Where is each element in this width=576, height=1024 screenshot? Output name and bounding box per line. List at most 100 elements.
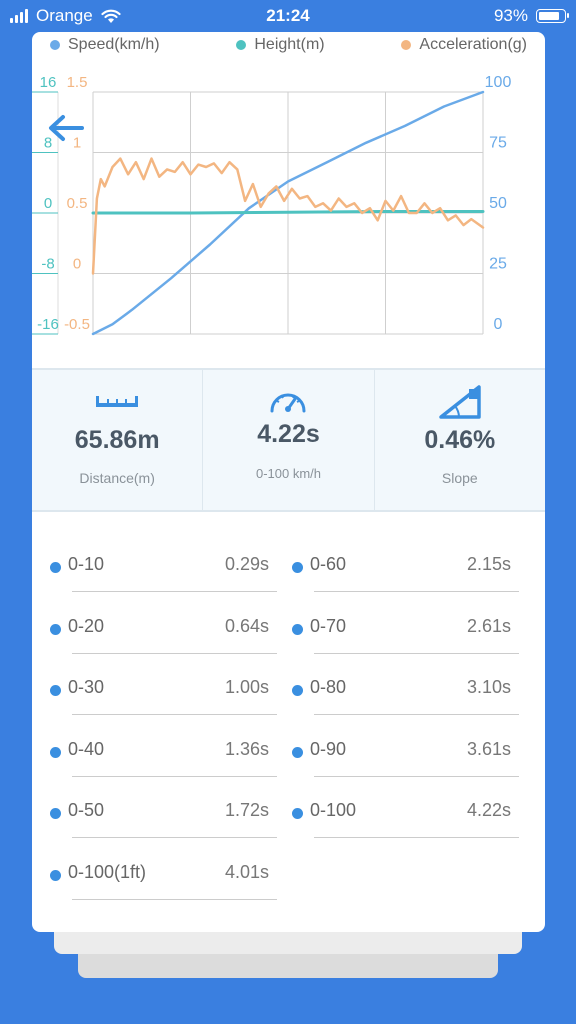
interval-time: 3.61s bbox=[466, 738, 511, 759]
bullet-icon bbox=[50, 869, 61, 881]
interval-time: 1.72s bbox=[224, 800, 269, 820]
y-tick-label-speed: 100 bbox=[485, 74, 512, 91]
interval-time: 4.22s bbox=[466, 800, 511, 820]
slope-value: 0.46% bbox=[424, 426, 496, 454]
interval-time: 2.61s bbox=[466, 615, 511, 636]
ruler-icon bbox=[96, 396, 139, 407]
interval-list-item: 0-40 1.36s bbox=[32, 727, 277, 788]
clock: 21:24 bbox=[266, 6, 310, 25]
y-tick-label-acceleration: 1.5 bbox=[67, 74, 88, 91]
interval-name: 0-100 bbox=[310, 800, 357, 820]
y-tick-label-acceleration: 0.5 bbox=[67, 195, 88, 212]
interval-list-item: 0-80 3.10s bbox=[274, 665, 519, 726]
interval-name: 0-70 bbox=[310, 615, 347, 636]
interval-time: 0.29s bbox=[224, 554, 269, 574]
chart-legend: Speed(km/h) Height(m) Acceleration(g) bbox=[50, 34, 527, 56]
status-bar: Orange 21:24 93% bbox=[0, 0, 576, 32]
bullet-icon bbox=[292, 623, 303, 635]
legend-item-speed[interactable]: Speed(km/h) bbox=[50, 34, 160, 56]
interval-list-item: 0-90 3.61s bbox=[274, 727, 519, 788]
interval-list-item: 0-60 2.15s bbox=[274, 542, 519, 603]
interval-name: 0-10 bbox=[68, 554, 105, 574]
y-tick-label-speed: 50 bbox=[489, 195, 507, 212]
interval-list-item: 0-70 2.61s bbox=[274, 604, 519, 665]
interval-time: 0.64s bbox=[224, 615, 269, 636]
bullet-icon bbox=[292, 685, 303, 696]
row-divider bbox=[314, 652, 519, 654]
bullet-icon bbox=[50, 808, 61, 819]
wifi-icon bbox=[101, 9, 121, 23]
bullet-icon bbox=[50, 623, 61, 635]
battery-icon bbox=[536, 9, 569, 23]
interval-list-item: 0-100 4.22s bbox=[274, 788, 519, 849]
interval-name: 0-40 bbox=[68, 738, 105, 759]
interval-list-item: 0-10 0.29s bbox=[32, 542, 277, 603]
interval-name: 0-80 bbox=[310, 677, 347, 697]
y-tick-label-height: -16 bbox=[37, 316, 59, 333]
back-arrow-icon[interactable] bbox=[46, 112, 86, 144]
y-tick-label-height: -8 bbox=[41, 256, 54, 273]
y-tick-label-height: 0 bbox=[44, 195, 52, 212]
bullet-icon bbox=[50, 685, 61, 696]
distance-label: Distance(m) bbox=[79, 470, 155, 486]
series-line-acceleration-g- bbox=[91, 157, 485, 275]
bullet-icon bbox=[50, 746, 61, 758]
y-tick-label-height: 8 bbox=[44, 135, 52, 152]
y-tick-label-speed: 25 bbox=[489, 256, 507, 273]
stat-acceleration-time: 4.22s 0-100 km/h bbox=[203, 370, 375, 510]
y-tick-label-speed: 75 bbox=[489, 135, 507, 152]
time-value: 4.22s bbox=[257, 420, 320, 448]
row-divider bbox=[314, 591, 519, 592]
legend-item-acceleration[interactable]: Acceleration(g) bbox=[401, 34, 527, 56]
interval-time: 1.00s bbox=[224, 677, 269, 697]
legend-dot bbox=[401, 40, 412, 50]
row-divider bbox=[72, 898, 277, 900]
interval-name: 0-20 bbox=[68, 615, 105, 636]
speedometer-icon bbox=[270, 393, 306, 413]
legend-item-height[interactable]: Height(m) bbox=[236, 34, 325, 56]
battery-percent: 93% bbox=[493, 6, 528, 25]
performance-chart: 16 8 0 -8 -16 1.5 1 0.5 0 -0.5 100 75 50 25 0 bbox=[32, 74, 512, 336]
legend-label: Speed(km/h) bbox=[68, 36, 160, 53]
interval-time: 3.10s bbox=[466, 677, 511, 697]
interval-time: 2.15s bbox=[466, 554, 511, 574]
interval-list-item: 0-50 1.72s bbox=[32, 788, 277, 849]
bullet-icon bbox=[292, 562, 303, 573]
row-divider bbox=[72, 591, 277, 592]
interval-time: 1.36s bbox=[224, 738, 269, 759]
interval-time: 4.01s bbox=[224, 861, 269, 882]
interval-name: 0-100(1ft) bbox=[68, 861, 147, 882]
row-divider bbox=[72, 652, 277, 654]
bullet-icon bbox=[292, 808, 303, 819]
interval-name: 0-90 bbox=[310, 738, 347, 759]
interval-name: 0-30 bbox=[68, 677, 105, 697]
legend-label: Height(m) bbox=[254, 36, 325, 53]
signal-icon bbox=[10, 9, 28, 23]
row-divider bbox=[314, 775, 519, 777]
row-divider bbox=[72, 837, 277, 838]
slope-icon bbox=[439, 385, 481, 419]
y-tick-label-height: 16 bbox=[40, 74, 57, 91]
interval-list-item: 0-20 0.64s bbox=[32, 604, 277, 665]
interval-name: 0-60 bbox=[310, 554, 347, 574]
bullet-icon bbox=[50, 562, 61, 573]
y-tick-label-acceleration: -0.5 bbox=[64, 316, 90, 333]
legend-dot bbox=[236, 40, 247, 50]
series-line-height-m- bbox=[91, 210, 485, 215]
legend-dot bbox=[50, 40, 60, 50]
row-divider bbox=[314, 837, 519, 838]
legend-label: Acceleration(g) bbox=[419, 36, 527, 53]
row-divider bbox=[72, 714, 277, 715]
time-label: 0-100 km/h bbox=[255, 466, 322, 481]
interval-list-item: 0-100(1ft) 4.01s bbox=[32, 850, 277, 911]
stat-distance: 65.86m Distance(m) bbox=[32, 370, 204, 510]
slope-label: Slope bbox=[441, 470, 478, 486]
y-tick-label-acceleration: 0 bbox=[73, 256, 81, 273]
carrier-label: Orange bbox=[36, 6, 93, 25]
stats-panel: 65.86m Distance(m) 4.22s 0-100 km/h bbox=[32, 368, 545, 512]
interval-name: 0-50 bbox=[68, 800, 105, 820]
bullet-icon bbox=[292, 746, 303, 758]
row-divider bbox=[314, 714, 519, 715]
distance-value: 65.86m bbox=[74, 426, 160, 454]
result-card: Speed(km/h) Height(m) Acceleration(g) 16… bbox=[32, 32, 545, 932]
